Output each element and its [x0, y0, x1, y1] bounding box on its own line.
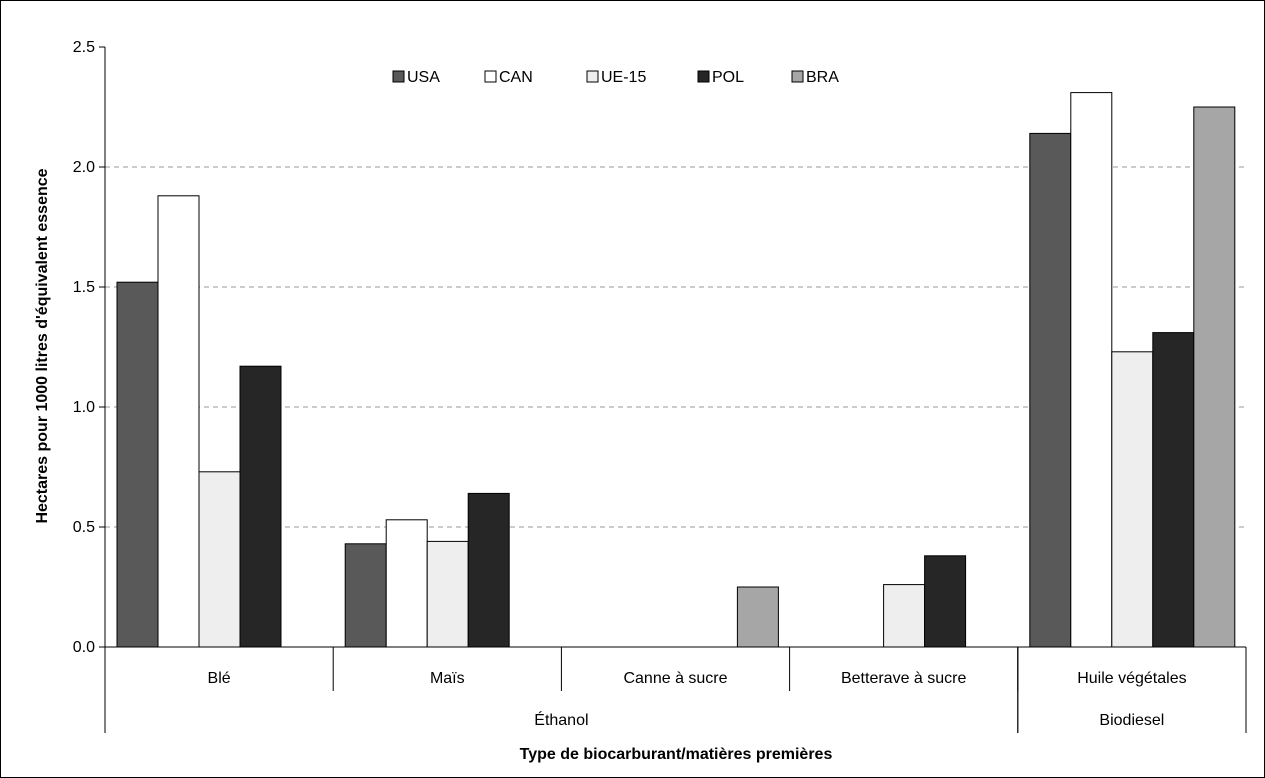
bar-can [157, 195, 200, 648]
category-label: Canne à sucre [623, 670, 727, 687]
y-tick-label: 0.0 [73, 639, 95, 656]
group-label: Biodiesel [1099, 712, 1164, 729]
y-tick-labels: 0.0 0.5 1.0 1.5 2.0 2.5 [73, 39, 95, 656]
legend-swatch-bra [791, 70, 804, 83]
y-tick-label: 0.5 [73, 519, 95, 536]
y-tick-label: 1.0 [73, 399, 95, 416]
bars [116, 92, 1236, 648]
y-tick-label: 1.5 [73, 279, 95, 296]
bar-usa [344, 543, 387, 648]
category-label: Blé [208, 670, 231, 687]
bar-ue-15 [426, 540, 469, 648]
x-axis-title: Type de biocarburant/matières premières [520, 746, 833, 763]
category-label: Maïs [430, 670, 465, 687]
legend-swatch-usa [392, 70, 405, 83]
bar-bra [1193, 106, 1236, 648]
bar-pol [239, 365, 282, 648]
legend-label: UE-15 [601, 69, 646, 86]
y-axis-title: Hectares pour 1000 litres d'équivalent e… [34, 168, 51, 523]
y-tick-label: 2.0 [73, 159, 95, 176]
category-labels: Blé Maïs Canne à sucre Betterave à sucre Hui… [208, 670, 1187, 729]
bar-pol [467, 492, 510, 648]
bar-can [1070, 92, 1113, 648]
category-label: Betterave à sucre [841, 670, 967, 687]
legend-swatch-pol [697, 70, 710, 83]
axes [99, 46, 1247, 733]
y-tick-label: 2.5 [73, 39, 95, 56]
legend-label: CAN [499, 69, 533, 86]
bar-pol [924, 555, 967, 648]
group-label: Éthanol [534, 710, 588, 729]
legend-label: POL [712, 69, 744, 86]
bar-usa [1029, 132, 1072, 648]
bar-ue-15 [198, 471, 241, 648]
bar-pol [1152, 332, 1195, 648]
legend-label: BRA [806, 69, 839, 86]
bar-ue-15 [1111, 351, 1154, 648]
legend-label: USA [407, 69, 440, 86]
category-label: Huile végétales [1077, 670, 1186, 687]
legend-swatch-can [484, 70, 497, 83]
legend-swatch-ue-15 [586, 70, 599, 83]
bar-ue-15 [883, 584, 926, 648]
gridlines [105, 166, 1246, 528]
bar-usa [116, 281, 159, 648]
bar-bra [736, 586, 779, 648]
bar-can [385, 519, 428, 648]
legend: USA CAN UE-15 POL BRA [392, 69, 839, 86]
